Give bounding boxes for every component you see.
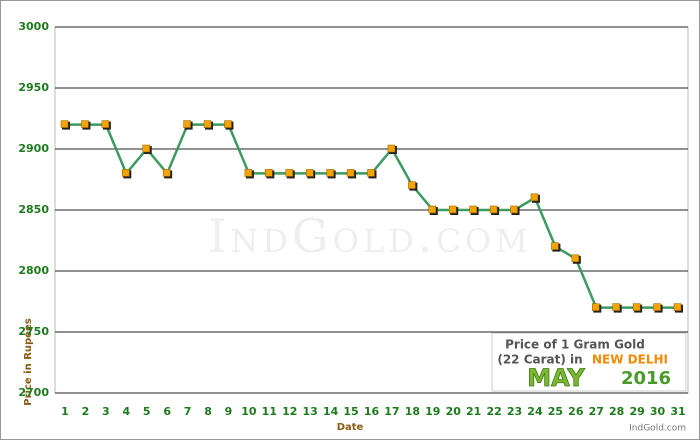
- x-tick-label: 17: [384, 405, 399, 418]
- x-tick-label: 3: [102, 405, 110, 418]
- x-tick-label: 21: [466, 405, 481, 418]
- x-tick-label: 23: [507, 405, 522, 418]
- marker: [203, 120, 212, 128]
- marker: [653, 303, 661, 311]
- x-tick-label: 19: [425, 405, 440, 418]
- x-tick-label: 27: [589, 405, 604, 418]
- marker: [673, 303, 682, 311]
- x-tick-label: 29: [629, 405, 644, 418]
- marker: [224, 120, 232, 128]
- marker: [612, 303, 620, 311]
- box-title: Price of 1 Gram Gold: [505, 338, 645, 352]
- y-tick-label: 2750: [18, 325, 49, 338]
- marker: [326, 169, 334, 177]
- y-tick-label: 3000: [18, 20, 49, 33]
- x-tick-label: 15: [343, 405, 358, 418]
- marker: [448, 205, 457, 214]
- x-tick-label: 30: [650, 405, 666, 418]
- x-tick-label: 7: [184, 405, 192, 418]
- x-tick-label: 5: [143, 405, 151, 418]
- x-tick-label: 18: [405, 405, 420, 418]
- marker: [510, 205, 518, 214]
- x-tick-label: 4: [122, 405, 130, 418]
- marker: [367, 169, 375, 177]
- x-tick-label: 16: [364, 405, 380, 418]
- month: MAY: [527, 364, 585, 392]
- box-subtitle: (22 Carat) in: [497, 353, 582, 367]
- x-tick-label: 10: [241, 405, 257, 418]
- x-tick-label: 22: [486, 405, 501, 418]
- x-tick-label: 13: [303, 405, 318, 418]
- x-tick-label: 6: [163, 405, 171, 418]
- x-tick-label: 9: [225, 405, 233, 418]
- watermark: IndGold.com: [208, 209, 532, 263]
- city: NEW DELHI: [592, 353, 668, 367]
- x-tick-label: 24: [527, 405, 543, 418]
- marker: [81, 120, 89, 128]
- marker: [346, 169, 355, 177]
- marker: [428, 205, 437, 214]
- y-tick-label: 2800: [18, 264, 49, 277]
- info-box: [491, 332, 687, 392]
- marker: [387, 144, 396, 153]
- marker: [305, 169, 314, 177]
- x-tick-label: 14: [323, 405, 339, 418]
- x-tick-label: 1: [61, 405, 69, 418]
- marker: [101, 120, 110, 128]
- x-tick-label: 11: [262, 405, 277, 418]
- marker: [142, 144, 150, 153]
- y-axis-label: Price in Rupees: [23, 318, 34, 405]
- marker: [530, 193, 539, 202]
- source: IndGold.com: [629, 424, 686, 434]
- y-tick-label: 2950: [18, 81, 49, 94]
- x-tick-label: 8: [204, 405, 212, 418]
- y-tick-label: 2900: [18, 142, 49, 155]
- x-tick-label: 25: [548, 405, 563, 418]
- marker: [162, 169, 171, 177]
- x-axis-label: Date: [337, 422, 364, 433]
- y-tick-label: 2700: [18, 386, 49, 399]
- marker: [571, 254, 580, 263]
- marker: [244, 169, 253, 177]
- x-tick-label: 31: [670, 405, 685, 418]
- marker: [265, 169, 273, 177]
- marker: [489, 205, 498, 214]
- marker: [592, 303, 600, 311]
- x-tick-label: 20: [446, 405, 462, 418]
- marker: [122, 169, 130, 177]
- marker: [408, 181, 416, 189]
- marker: [183, 120, 191, 128]
- marker: [632, 303, 641, 311]
- x-tick-label: 2: [82, 405, 90, 418]
- y-tick-label: 2850: [18, 203, 49, 216]
- marker: [285, 169, 294, 177]
- marker: [551, 242, 559, 250]
- x-tick-label: 26: [568, 405, 584, 418]
- year: 2016: [621, 368, 671, 389]
- x-tick-label: 28: [609, 405, 624, 418]
- marker: [469, 205, 477, 214]
- x-tick-label: 12: [282, 405, 297, 418]
- marker: [60, 120, 69, 128]
